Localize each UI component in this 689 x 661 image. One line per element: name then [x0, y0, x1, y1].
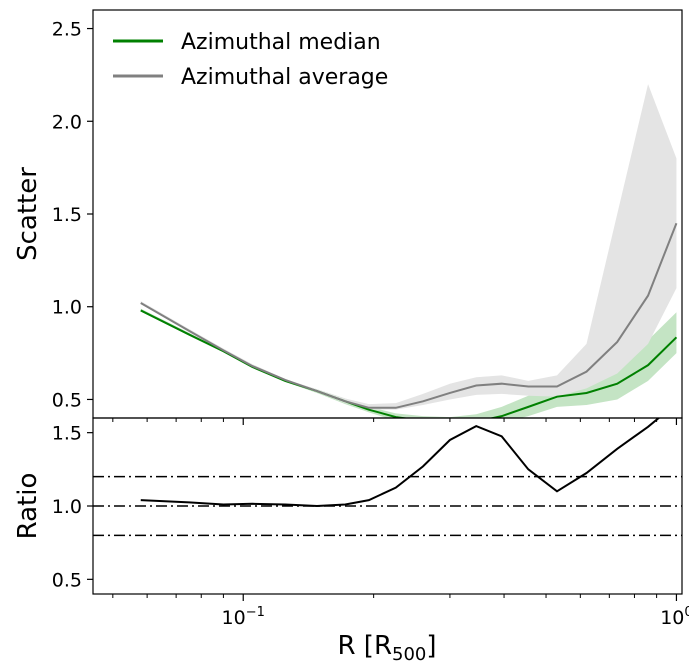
x-tick-label: 100 — [660, 605, 689, 629]
scatter-y-tick-label: 1.0 — [52, 297, 82, 319]
ratio-x-ticks: 10−1 100 — [112, 594, 689, 629]
scatter-y-ticks: 0.5 1.0 1.5 2.0 2.5 — [52, 19, 93, 411]
ratio-panel: 0.51.01.5 10−1 100 Ratio R [R500] — [13, 418, 689, 661]
ratio-y-axis-label: Ratio — [13, 473, 43, 540]
scatter-y-axis-label: Scatter — [13, 167, 43, 261]
scatter-lines — [140, 222, 678, 418]
x-tick-label-base: 10 — [660, 607, 684, 629]
azimuthal-average-line — [140, 222, 678, 409]
ratio-y-tick-label: 1.5 — [52, 423, 82, 445]
scatter-x-ticks — [112, 418, 678, 425]
x-tick-label-exponent: 0 — [684, 605, 689, 620]
ratio-frame — [92, 417, 683, 595]
x-tick-label-base: 10 — [222, 607, 246, 629]
scatter-panel: 0.5 1.0 1.5 2.0 2.5 Scatter Azimuthal median… — [13, 19, 678, 425]
ratio-lines — [140, 418, 661, 508]
x-axis-label: R [R500] — [337, 631, 436, 661]
scatter-y-tick-label: 0.5 — [52, 389, 82, 411]
legend: Azimuthal median Azimuthal average — [113, 30, 388, 90]
scatter-y-tick-label: 2.0 — [52, 111, 82, 133]
ratio-y-tick-label: 1.0 — [52, 496, 82, 518]
scatter-y-tick-label: 2.5 — [52, 19, 82, 41]
ratio-line — [140, 418, 661, 508]
ratio-reference-lines — [93, 475, 682, 537]
scatter-bands — [140, 84, 677, 418]
azimuthal-average-band — [140, 84, 677, 410]
x-axis-label-main: R [R — [337, 631, 392, 661]
azimuthal-median-legend-label: Azimuthal median — [181, 30, 381, 55]
x-tick-label: 10−1 — [222, 605, 265, 629]
azimuthal-average-legend-label: Azimuthal average — [181, 65, 388, 90]
x-axis-label-subscript: 500 — [392, 644, 426, 661]
x-tick-label-exponent: −1 — [246, 605, 265, 620]
ratio-y-ticks: 0.5 1.0 1.5 — [52, 423, 93, 591]
ratio-y-tick-label: 0.5 — [52, 569, 82, 591]
x-axis-label-end: ] — [426, 631, 436, 661]
scatter-y-tick-label: 1.5 — [52, 204, 82, 226]
